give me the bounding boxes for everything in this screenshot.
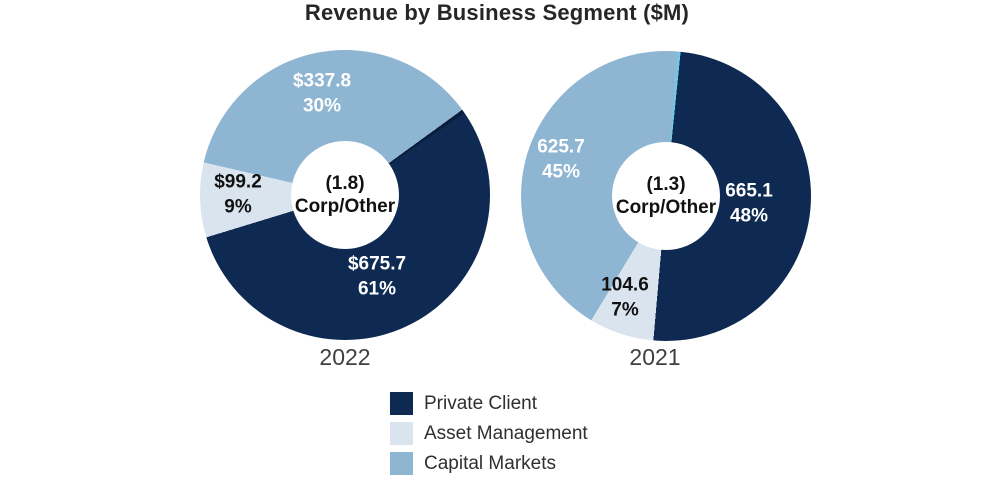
slice-label-2021-private-client: 665.1 48%: [725, 179, 773, 228]
donut-2022: $337.8 30% $99.2 9% $675.7 61% (1.8) Cor…: [200, 50, 490, 340]
year-label-2022: 2022: [319, 344, 371, 370]
legend-item-asset-management: Asset Management: [390, 422, 588, 445]
legend-item-private-client: Private Client: [390, 392, 588, 415]
slice-value: 665.1: [725, 180, 773, 202]
slice-percent: 45%: [541, 161, 581, 182]
slice-label-2022-private-client: $675.7 61%: [348, 252, 406, 301]
slice-percent: 48%: [729, 205, 769, 226]
slice-value: $337.8: [292, 70, 352, 92]
center-label: Corp/Other: [615, 197, 717, 218]
center-value: (1.3): [646, 173, 686, 195]
slice-value: 104.6: [601, 274, 649, 296]
legend-item-capital-markets: Capital Markets: [390, 452, 588, 475]
donut-center-2022: (1.8) Corp/Other: [291, 141, 399, 249]
year-label-2021: 2021: [629, 344, 681, 370]
slice-percent: 7%: [611, 299, 639, 320]
center-label: Corp/Other: [294, 196, 396, 217]
chart-title: Revenue by Business Segment ($M): [304, 0, 690, 25]
legend: Private Client Asset Management Capital …: [390, 392, 588, 482]
legend-label: Private Client: [424, 393, 537, 414]
slice-percent: 30%: [302, 95, 342, 116]
slice-percent: 61%: [357, 278, 397, 299]
donut-center-2021: (1.3) Corp/Other: [612, 142, 720, 250]
legend-label: Asset Management: [424, 423, 588, 444]
slice-label-2022-asset-management: $99.2 9%: [214, 170, 262, 219]
slice-value: $675.7: [347, 253, 407, 275]
legend-swatch-capital-markets: [390, 452, 413, 475]
legend-swatch-private-client: [390, 392, 413, 415]
slice-label-2022-capital-markets: $337.8 30%: [293, 69, 351, 118]
slice-label-2021-asset-management: 104.6 7%: [601, 273, 649, 322]
legend-label: Capital Markets: [424, 453, 556, 474]
slice-value: $99.2: [214, 171, 262, 193]
slice-value: 625.7: [537, 136, 585, 158]
center-value: (1.8): [325, 172, 365, 194]
legend-swatch-asset-management: [390, 422, 413, 445]
slice-percent: 9%: [224, 196, 252, 217]
donut-2021: 625.7 45% 665.1 48% 104.6 7% (1.3) Corp/…: [521, 51, 811, 341]
slice-label-2021-capital-markets: 625.7 45%: [537, 135, 585, 184]
